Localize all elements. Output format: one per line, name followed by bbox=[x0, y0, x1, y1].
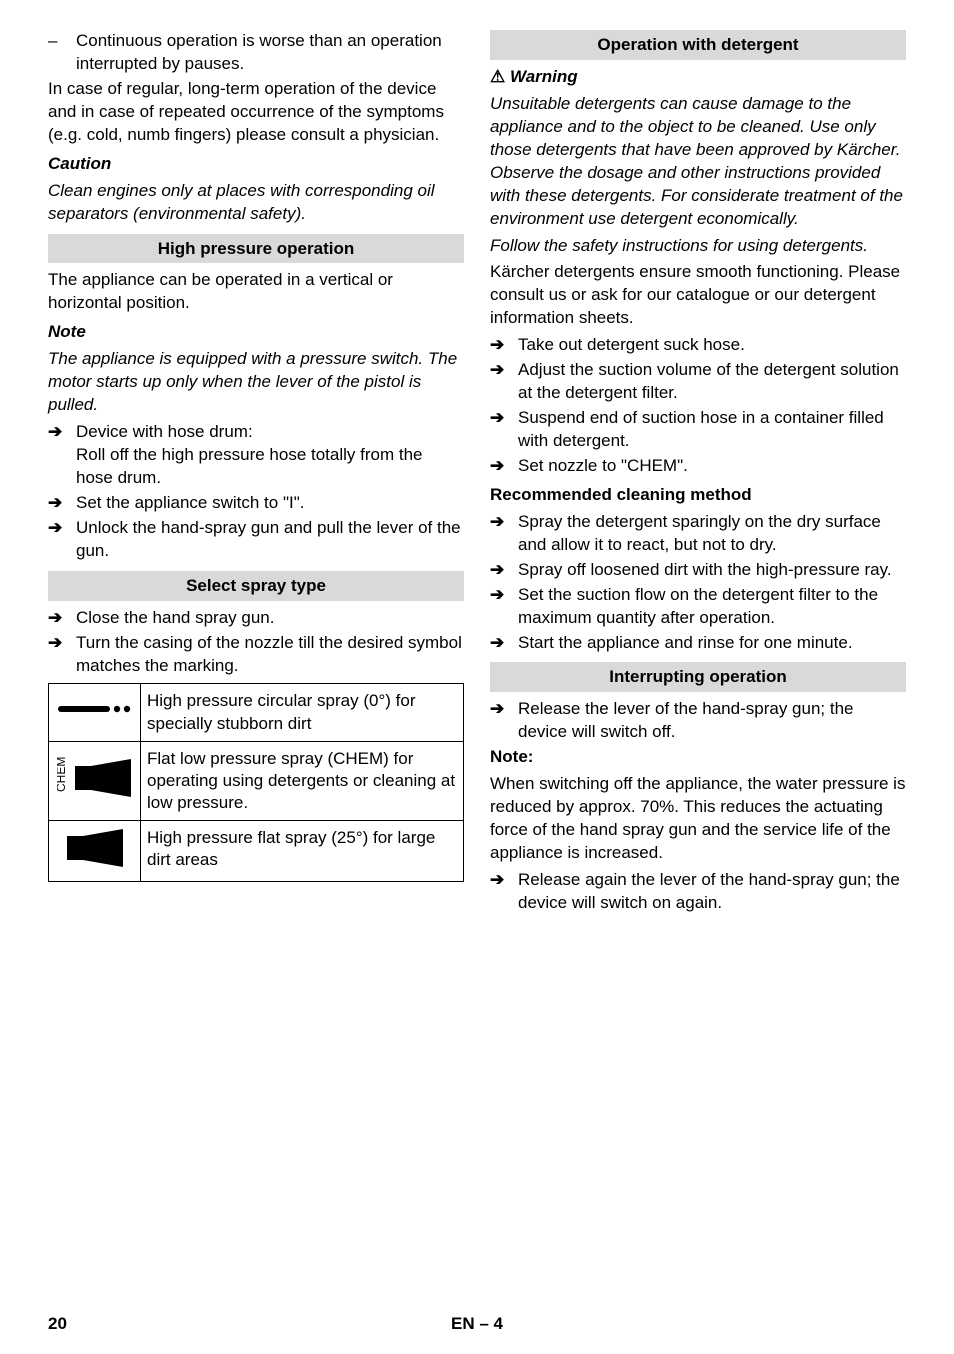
arrow-icon: ➔ bbox=[48, 607, 76, 630]
arrow-icon: ➔ bbox=[490, 455, 518, 478]
arrow-icon: ➔ bbox=[490, 632, 518, 655]
spray-icon-circular bbox=[49, 684, 141, 741]
page-footer: 20 EN – 4 bbox=[48, 1313, 906, 1336]
section-header-interrupting: Interrupting operation bbox=[490, 662, 906, 692]
dash-bullet: – bbox=[48, 30, 76, 76]
arrow-icon: ➔ bbox=[48, 632, 76, 678]
list-text: Release the lever of the hand-spray gun;… bbox=[518, 698, 906, 744]
warning-icon: ⚠ bbox=[490, 67, 505, 86]
caution-text: Clean engines only at places with corres… bbox=[48, 180, 464, 226]
list-text: Start the appliance and rinse for one mi… bbox=[518, 632, 853, 655]
list-item: ➔ Start the appliance and rinse for one … bbox=[490, 632, 906, 655]
paragraph: The appliance can be operated in a verti… bbox=[48, 269, 464, 315]
list-text: Turn the casing of the nozzle till the d… bbox=[76, 632, 464, 678]
spray-icon-chem: CHEM bbox=[49, 741, 141, 820]
list-item: ➔ Adjust the suction volume of the deter… bbox=[490, 359, 906, 405]
spray-icon-flat bbox=[49, 820, 141, 881]
arrow-icon: ➔ bbox=[490, 869, 518, 915]
list-item: ➔ Suspend end of suction hose in a conta… bbox=[490, 407, 906, 453]
spray-desc: High pressure circular spray (0°) for sp… bbox=[141, 684, 464, 741]
left-column: – Continuous operation is worse than an … bbox=[48, 30, 464, 917]
paragraph: Kärcher detergents ensure smooth functio… bbox=[490, 261, 906, 330]
arrow-icon: ➔ bbox=[490, 359, 518, 405]
spray-desc: High pressure flat spray (25°) for large… bbox=[141, 820, 464, 881]
warning-text: Unsuitable detergents can cause damage t… bbox=[490, 93, 906, 231]
list-text: Set the appliance switch to "I". bbox=[76, 492, 304, 515]
list-item: ➔ Release the lever of the hand-spray gu… bbox=[490, 698, 906, 744]
table-row: High pressure circular spray (0°) for sp… bbox=[49, 684, 464, 741]
spray-table: High pressure circular spray (0°) for sp… bbox=[48, 683, 464, 882]
note-label: Note bbox=[48, 321, 464, 344]
list-item: ➔ Spray the detergent sparingly on the d… bbox=[490, 511, 906, 557]
list-text: Set nozzle to "CHEM". bbox=[518, 455, 688, 478]
paragraph: In case of regular, long-term operation … bbox=[48, 78, 464, 147]
table-row: CHEM Flat low pressure spray (CHEM) for … bbox=[49, 741, 464, 820]
arrow-icon: ➔ bbox=[48, 492, 76, 515]
section-header-detergent: Operation with detergent bbox=[490, 30, 906, 60]
arrow-icon: ➔ bbox=[48, 517, 76, 563]
list-text: Take out detergent suck hose. bbox=[518, 334, 745, 357]
list-item: ➔ Release again the lever of the hand-sp… bbox=[490, 869, 906, 915]
arrow-icon: ➔ bbox=[490, 698, 518, 744]
arrow-icon: ➔ bbox=[490, 334, 518, 357]
arrow-icon: ➔ bbox=[490, 584, 518, 630]
page-lang: EN – 4 bbox=[451, 1313, 503, 1336]
list-text: Suspend end of suction hose in a contain… bbox=[518, 407, 906, 453]
section-header-select-spray: Select spray type bbox=[48, 571, 464, 601]
note2-label: Note: bbox=[490, 746, 906, 769]
list-text: Spray off loosened dirt with the high-pr… bbox=[518, 559, 892, 582]
spray-desc: Flat low pressure spray (CHEM) for opera… bbox=[141, 741, 464, 820]
list-item: – Continuous operation is worse than an … bbox=[48, 30, 464, 76]
note2-text: When switching off the appliance, the wa… bbox=[490, 773, 906, 865]
list-item: ➔ Unlock the hand-spray gun and pull the… bbox=[48, 517, 464, 563]
caution-label: Caution bbox=[48, 153, 464, 176]
list-text: Close the hand spray gun. bbox=[76, 607, 274, 630]
warning-follow: Follow the safety instructions for using… bbox=[490, 235, 906, 258]
section-header-high-pressure: High pressure operation bbox=[48, 234, 464, 264]
list-text: Unlock the hand-spray gun and pull the l… bbox=[76, 517, 464, 563]
arrow-icon: ➔ bbox=[48, 421, 76, 490]
list-text: Set the suction flow on the detergent fi… bbox=[518, 584, 906, 630]
svg-text:CHEM: CHEM bbox=[57, 756, 68, 791]
list-item: ➔ Set nozzle to "CHEM". bbox=[490, 455, 906, 478]
list-item: ➔ Spray off loosened dirt with the high-… bbox=[490, 559, 906, 582]
subheader-recommended: Recommended cleaning method bbox=[490, 484, 906, 507]
arrow-icon: ➔ bbox=[490, 559, 518, 582]
arrow-icon: ➔ bbox=[490, 511, 518, 557]
page-number: 20 bbox=[48, 1313, 67, 1336]
table-row: High pressure flat spray (25°) for large… bbox=[49, 820, 464, 881]
list-item: ➔ Set the suction flow on the detergent … bbox=[490, 584, 906, 630]
list-item: ➔ Set the appliance switch to "I". bbox=[48, 492, 464, 515]
list-text: Adjust the suction volume of the deterge… bbox=[518, 359, 906, 405]
list-text: Device with hose drum: Roll off the high… bbox=[76, 421, 464, 490]
arrow-icon: ➔ bbox=[490, 407, 518, 453]
list-text: Spray the detergent sparingly on the dry… bbox=[518, 511, 906, 557]
list-text: Release again the lever of the hand-spra… bbox=[518, 869, 906, 915]
list-item: ➔ Turn the casing of the nozzle till the… bbox=[48, 632, 464, 678]
list-item: ➔ Device with hose drum: Roll off the hi… bbox=[48, 421, 464, 490]
note-text: The appliance is equipped with a pressur… bbox=[48, 348, 464, 417]
list-item: ➔ Take out detergent suck hose. bbox=[490, 334, 906, 357]
warning-label: ⚠ Warning bbox=[490, 66, 906, 89]
right-column: Operation with detergent ⚠ Warning Unsui… bbox=[490, 30, 906, 917]
list-item: ➔ Close the hand spray gun. bbox=[48, 607, 464, 630]
list-text: Continuous operation is worse than an op… bbox=[76, 30, 464, 76]
